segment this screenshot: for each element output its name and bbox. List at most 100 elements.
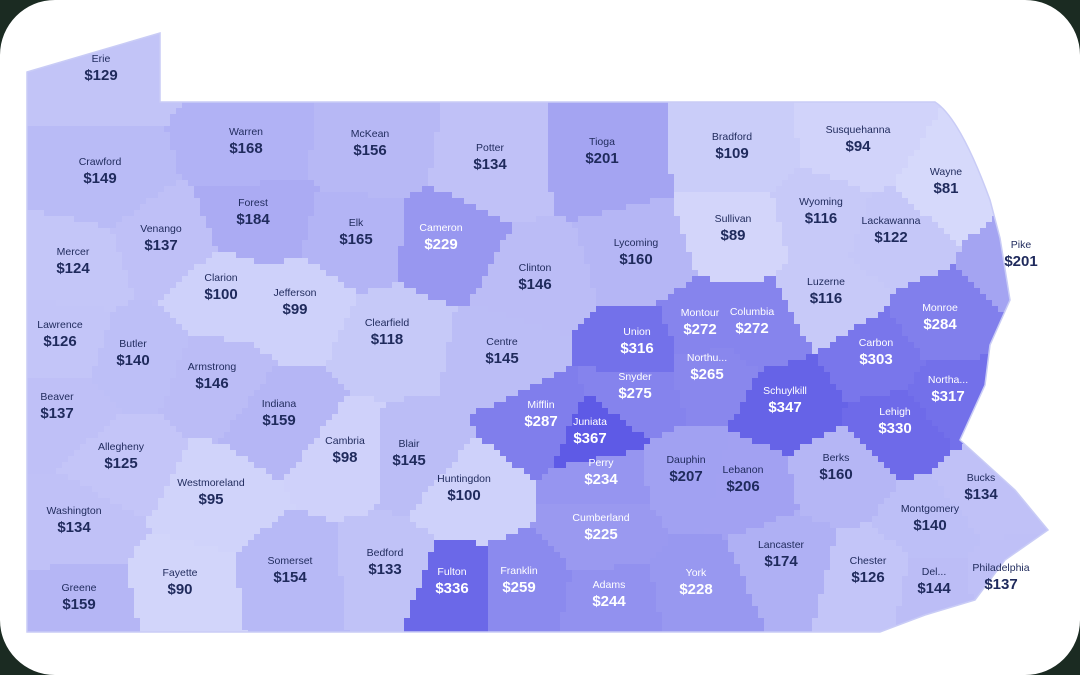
county-area-erie (152, 84, 159, 91)
county-area-potter (476, 162, 483, 169)
county-area-erie (38, 66, 45, 73)
county-area-bradford (740, 60, 747, 67)
county-area-crawford (98, 174, 105, 181)
county-area-mckean (368, 168, 375, 175)
county-area-bradford (728, 156, 735, 163)
county-area-crawford (56, 144, 63, 151)
county-area-mckean (416, 168, 423, 175)
county-area-susquehanna (866, 66, 873, 73)
county-area-potter (482, 36, 489, 43)
county-area-crawford (122, 156, 129, 163)
county-area-erie (80, 54, 87, 61)
county-area-erie (122, 54, 129, 61)
county-area-potter (452, 132, 459, 139)
county-area-wayne (1034, 108, 1041, 115)
county-area-bradford (788, 120, 795, 127)
county-area-erie (50, 90, 57, 97)
county-area-tioga (656, 33, 663, 37)
county-area-warren (260, 156, 267, 163)
county-area-bradford (692, 138, 699, 145)
county-area-crawford (92, 138, 99, 145)
county-area-potter (542, 150, 549, 157)
county-area-sullivan (680, 198, 687, 205)
county-area-bradford (668, 150, 675, 157)
county-area-warren (230, 144, 237, 151)
county-area-susquehanna (962, 66, 969, 73)
county-area-potter (548, 192, 555, 199)
county-area-crawford (128, 162, 135, 169)
county-area-tioga (632, 120, 639, 127)
county-area-warren (302, 90, 309, 97)
county-area-potter (452, 174, 459, 181)
county-area-bradford (692, 120, 699, 127)
county-area-erie (92, 120, 99, 127)
county-area-potter (536, 114, 543, 121)
county-area-mckean (314, 72, 321, 79)
county-area-mckean (350, 144, 357, 151)
county-area-tioga (626, 186, 633, 193)
county-area-warren (188, 114, 195, 121)
county-area-wayne (962, 126, 969, 133)
county-area-erie (68, 33, 75, 37)
county-area-wayne (1058, 126, 1065, 133)
county-area-wayne (974, 180, 981, 187)
county-area-susquehanna (872, 60, 879, 67)
county-area-bradford (770, 78, 777, 85)
county-area-cameron (428, 198, 435, 205)
county-area-potter (470, 132, 477, 139)
county-area-erie (146, 72, 153, 79)
county-area-susquehanna (812, 78, 819, 85)
county-area-warren (254, 42, 261, 49)
county-area-potter (512, 168, 519, 175)
county-area-potter (470, 66, 477, 73)
county-area-bradford (704, 33, 711, 37)
county-area-tioga (554, 42, 561, 49)
county-area-tioga (584, 108, 591, 115)
county-area-tioga (638, 66, 645, 73)
county-area-potter (518, 150, 525, 157)
county-area-susquehanna (884, 174, 891, 181)
county-area-potter (506, 162, 513, 169)
county-area-susquehanna (878, 42, 885, 49)
county-area-mckean (398, 192, 405, 199)
county-area-mckean (422, 42, 429, 49)
county-area-potter (476, 150, 483, 157)
county-area-bradford (740, 90, 747, 97)
county-area-wayne (920, 156, 927, 163)
county-area-tioga (650, 84, 657, 91)
county-area-mckean (434, 42, 441, 49)
county-area-crawford (50, 186, 57, 193)
county-area-warren (224, 42, 231, 49)
county-area-erie (188, 72, 195, 79)
county-area-bradford (686, 162, 693, 169)
county-area-erie (50, 120, 57, 127)
county-area-susquehanna (854, 78, 861, 85)
county-area-potter (440, 162, 447, 169)
county-area-potter (488, 120, 495, 127)
county-area-mckean (404, 162, 411, 169)
county-area-susquehanna (896, 120, 903, 127)
county-area-mckean (332, 33, 339, 37)
county-area-wayne (1052, 66, 1059, 73)
county-area-erie (122, 48, 129, 55)
county-area-potter (446, 84, 453, 91)
county-area-erie (56, 54, 63, 61)
county-area-warren (200, 114, 207, 121)
county-area-mckean (440, 42, 447, 49)
county-area-bradford (746, 168, 753, 175)
county-area-crawford (134, 162, 141, 169)
county-area-mckean (314, 42, 321, 49)
county-area-crawford (134, 186, 141, 193)
county-area-crawford (38, 174, 45, 181)
county-area-susquehanna (824, 156, 831, 163)
county-area-potter (488, 66, 495, 73)
county-area-potter (464, 90, 471, 97)
county-area-tioga (620, 84, 627, 91)
county-area-erie (56, 108, 63, 115)
county-area-bradford (782, 66, 789, 73)
county-area-warren (200, 138, 207, 145)
county-area-tioga (662, 162, 669, 169)
county-area-wayne (1010, 120, 1017, 127)
county-area-susquehanna (872, 66, 879, 73)
county-area-crawford (32, 168, 39, 175)
